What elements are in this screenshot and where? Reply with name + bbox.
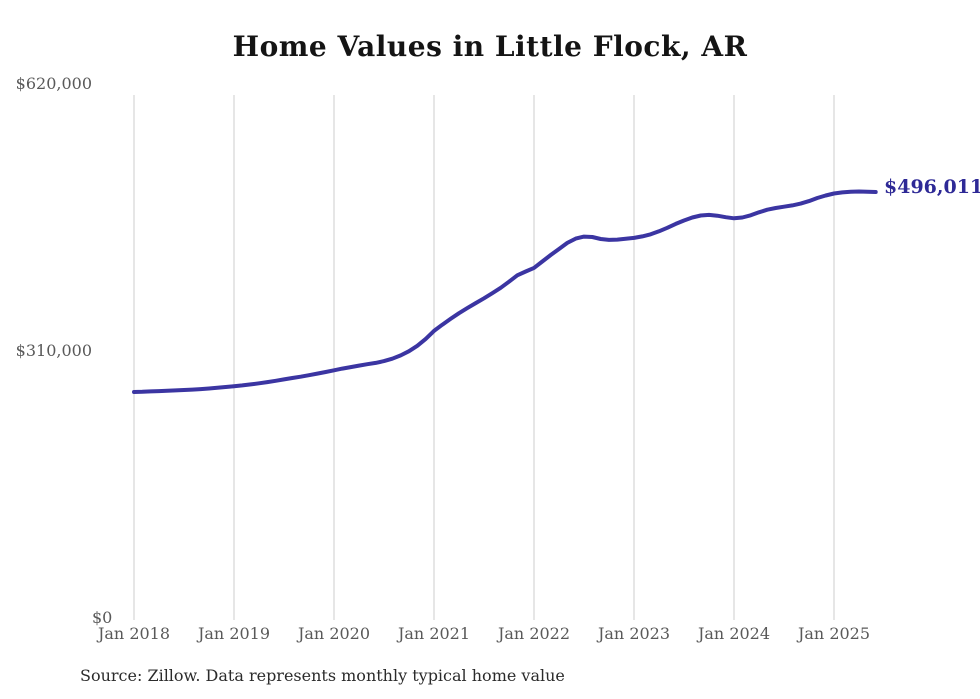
y-tick-label: $310,000 — [15, 341, 92, 360]
home-value-line — [132, 189, 878, 394]
x-tick-label: Jan 2025 — [797, 624, 871, 643]
x-tick-label: Jan 2020 — [297, 624, 371, 643]
end-value-label: $496,011 — [884, 176, 980, 198]
x-tick-label: Jan 2022 — [497, 624, 571, 643]
x-tick-label: Jan 2024 — [697, 624, 771, 643]
x-tick-label: Jan 2018 — [97, 624, 171, 643]
x-tick-label: Jan 2023 — [597, 624, 671, 643]
y-tick-label: $0 — [92, 608, 113, 627]
chart-title: Home Values in Little Flock, AR — [232, 30, 748, 63]
x-tick-label: Jan 2019 — [197, 624, 271, 643]
x-tick-label: Jan 2021 — [397, 624, 471, 643]
y-tick-label: $620,000 — [15, 74, 92, 93]
source-note: Source: Zillow. Data represents monthly … — [80, 666, 565, 685]
